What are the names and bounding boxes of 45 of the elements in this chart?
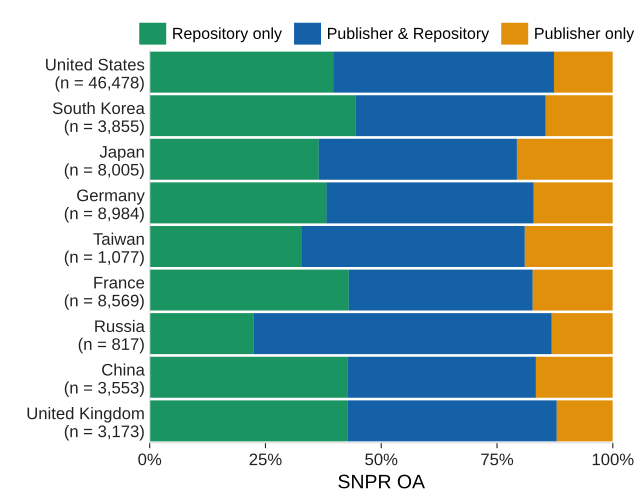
bar [534,182,613,224]
x-tick-label: 25% [250,453,282,466]
bar [532,270,613,311]
bar [556,400,613,442]
bar [348,270,533,311]
bar [150,356,348,398]
bar [546,95,613,136]
x-axis-title: SNPR OA [338,474,425,488]
bar [524,226,613,267]
x-tick-label: 75% [481,454,514,466]
bar [254,313,552,354]
bar [552,313,613,354]
bar [150,95,356,136]
bar [150,400,348,442]
bar [348,356,536,398]
y-tick-label: United States (n = 46,478) [46,58,144,92]
bar [516,138,613,180]
bar [150,270,349,311]
y-tick-label: France (n = 8,569) [64,276,144,310]
y-tick-label: United Kingdom (n = 3,173) [28,407,144,441]
bar [326,182,534,224]
y-tick-label: Germany (n = 8,984) [64,190,145,223]
bar [554,52,613,93]
bar [334,52,554,93]
bar [150,313,254,354]
x-tick-label: 100% [592,453,634,466]
y-tick-label: Taiwan (n = 1,077) [64,232,144,266]
bar [150,226,302,267]
bar [356,95,546,136]
y-tick-label: Russia (n = 817) [78,320,145,354]
y-tick-label: Japan (n = 8,005) [64,146,144,179]
bar [150,52,334,93]
x-tick-label: 50% [365,453,398,466]
bar [536,356,613,398]
bar [318,138,517,180]
bar [150,182,327,224]
x-tick-label: 0% [138,453,162,466]
bar [348,400,557,442]
y-tick-label: China (n = 3,553) [64,363,145,397]
bar [150,138,319,180]
y-tick-label: South Korea (n = 3,855) [52,102,145,136]
bar [302,226,525,267]
legend-label: Publisher & Repository [328,27,490,42]
legend-label: Publisher only [535,27,634,42]
legend-label: Repository only [173,27,282,42]
